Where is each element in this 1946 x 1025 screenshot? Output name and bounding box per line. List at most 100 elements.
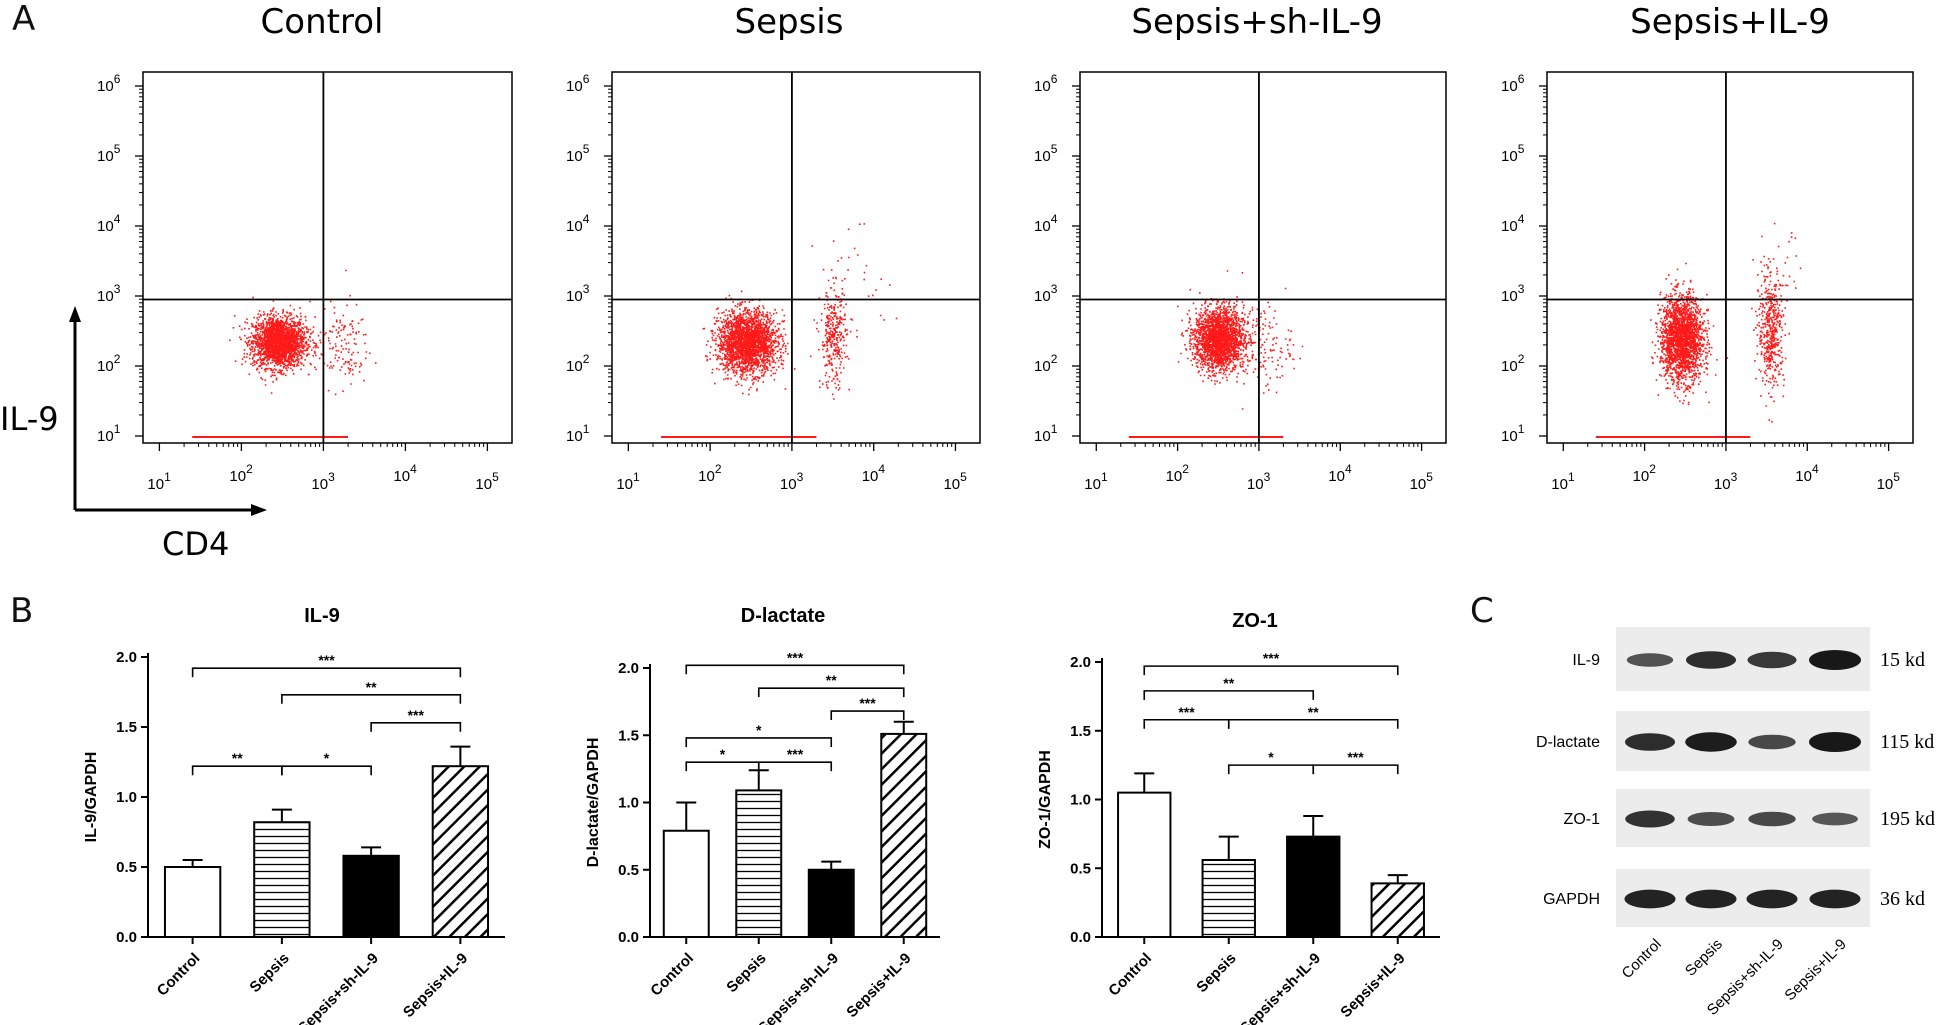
significance-bracket [281,765,372,776]
category-label: Control [647,950,697,1000]
tick-exponent: 4 [878,462,885,476]
blot-row: D-lactate 115 kd [1536,711,1934,771]
x-tick-label: 101 [147,470,171,493]
tick-exponent: 6 [1051,72,1058,86]
tick-exponent: 2 [246,462,253,476]
tick-exponent: 2 [1649,462,1656,476]
y-tick-label: 1.0 [1070,792,1091,809]
bar [880,732,928,939]
dot-cloud [702,223,898,400]
y-tick-label: 102 [1034,352,1058,375]
significance-label: ** [1308,704,1319,720]
bar [163,866,222,938]
category-label: Control [1105,950,1155,1000]
dot-markers [1177,270,1304,410]
tick-base: 10 [1034,428,1051,445]
tick-base: 10 [1034,148,1051,165]
tick-exponent: 1 [583,422,590,436]
y-tick-label: 1.0 [618,795,639,812]
y-tick-label: 105 [97,142,121,165]
tick-base: 10 [1501,148,1518,165]
y-axis-label: IL-9/GAPDH [83,752,100,843]
category-label: Sepsis [246,950,292,996]
blot-band [1809,889,1861,909]
tick-exponent: 4 [1518,212,1525,226]
tick-exponent: 5 [492,470,499,484]
bar [735,789,783,939]
y-tick-label: 103 [97,282,121,305]
bar-charts: IL-9 0.0 0.5 1.0 1.5 2.0 IL-9/GAPDH Control Seps… [83,605,1440,1025]
significance-label: *** [787,649,804,665]
tick-exponent: 6 [1518,72,1525,86]
tick-exponent: 3 [1518,282,1525,296]
tick-exponent: 5 [1051,142,1058,156]
y-tick-label: 106 [97,72,121,95]
blot-band [1626,653,1674,667]
panel-label-a: A [12,0,35,39]
tick-base: 10 [1084,476,1101,493]
tick-exponent: 5 [114,142,121,156]
tick-exponent: 3 [583,282,590,296]
y-tick-label: 105 [1501,142,1525,165]
tick-exponent: 4 [114,212,121,226]
bar [1370,882,1425,938]
blot-band [1809,732,1861,752]
y-tick-label: 101 [566,422,590,445]
y-tick-label: 103 [1501,282,1525,305]
x-tick-label: 102 [229,462,253,485]
significance-label: *** [1178,704,1195,720]
significance-label: * [324,750,330,766]
y-tick-label: 101 [97,422,121,445]
tick-base: 10 [1501,288,1518,305]
flow-plot-title: Control [261,2,384,42]
blot-band [1685,889,1737,909]
y-tick-label: 106 [1034,72,1058,95]
tick-base: 10 [97,148,114,165]
significance-label: *** [1347,749,1364,765]
tick-exponent: 3 [1051,282,1058,296]
tick-exponent: 5 [1893,470,1900,484]
x-tick-label: 102 [698,462,722,485]
panel-label-b: B [10,591,33,631]
flow-plot-title: Sepsis [735,2,844,42]
tick-exponent: 2 [1518,352,1525,366]
y-tick-label: 0.0 [618,929,639,946]
x-tick-label: 105 [943,470,967,493]
y-tick-label: 102 [1501,352,1525,375]
significance-bracket [370,722,462,732]
tick-exponent: 1 [1101,470,1108,484]
significance-bracket [757,687,905,698]
tick-base: 10 [1410,476,1427,493]
dot-cloud [1177,270,1304,410]
significance-bracket [1227,718,1399,729]
y-tick-label: 103 [566,282,590,305]
significance-bracket [1143,718,1230,729]
y-tick-label: 105 [566,142,590,165]
category-label: Control [154,950,204,1000]
blot-row: GAPDH 36 kd [1543,869,1925,927]
lane-label: Sepsis [1682,936,1726,980]
tick-exponent: 1 [1568,470,1575,484]
y-tick-label: 1.0 [116,789,137,806]
significance-label: *** [318,652,335,668]
bar [1286,835,1341,938]
blot-size-label: 15 kd [1880,649,1925,671]
tick-exponent: 1 [633,470,640,484]
dot-markers [702,223,898,400]
tick-base: 10 [1034,358,1051,375]
tick-exponent: 5 [583,142,590,156]
x-tick-label: 102 [1633,462,1657,485]
tick-exponent: 4 [410,462,417,476]
blot-band [1748,734,1796,750]
x-tick-label: 103 [1714,470,1738,493]
blot-size-label: 115 kd [1880,731,1934,753]
y-tick-label: 104 [1501,212,1525,235]
tick-exponent: 2 [114,352,121,366]
y-tick-label: 1.5 [618,727,639,744]
chart-title: D-lactate [741,605,825,627]
tick-exponent: 2 [715,462,722,476]
significance-label: ** [826,672,837,688]
